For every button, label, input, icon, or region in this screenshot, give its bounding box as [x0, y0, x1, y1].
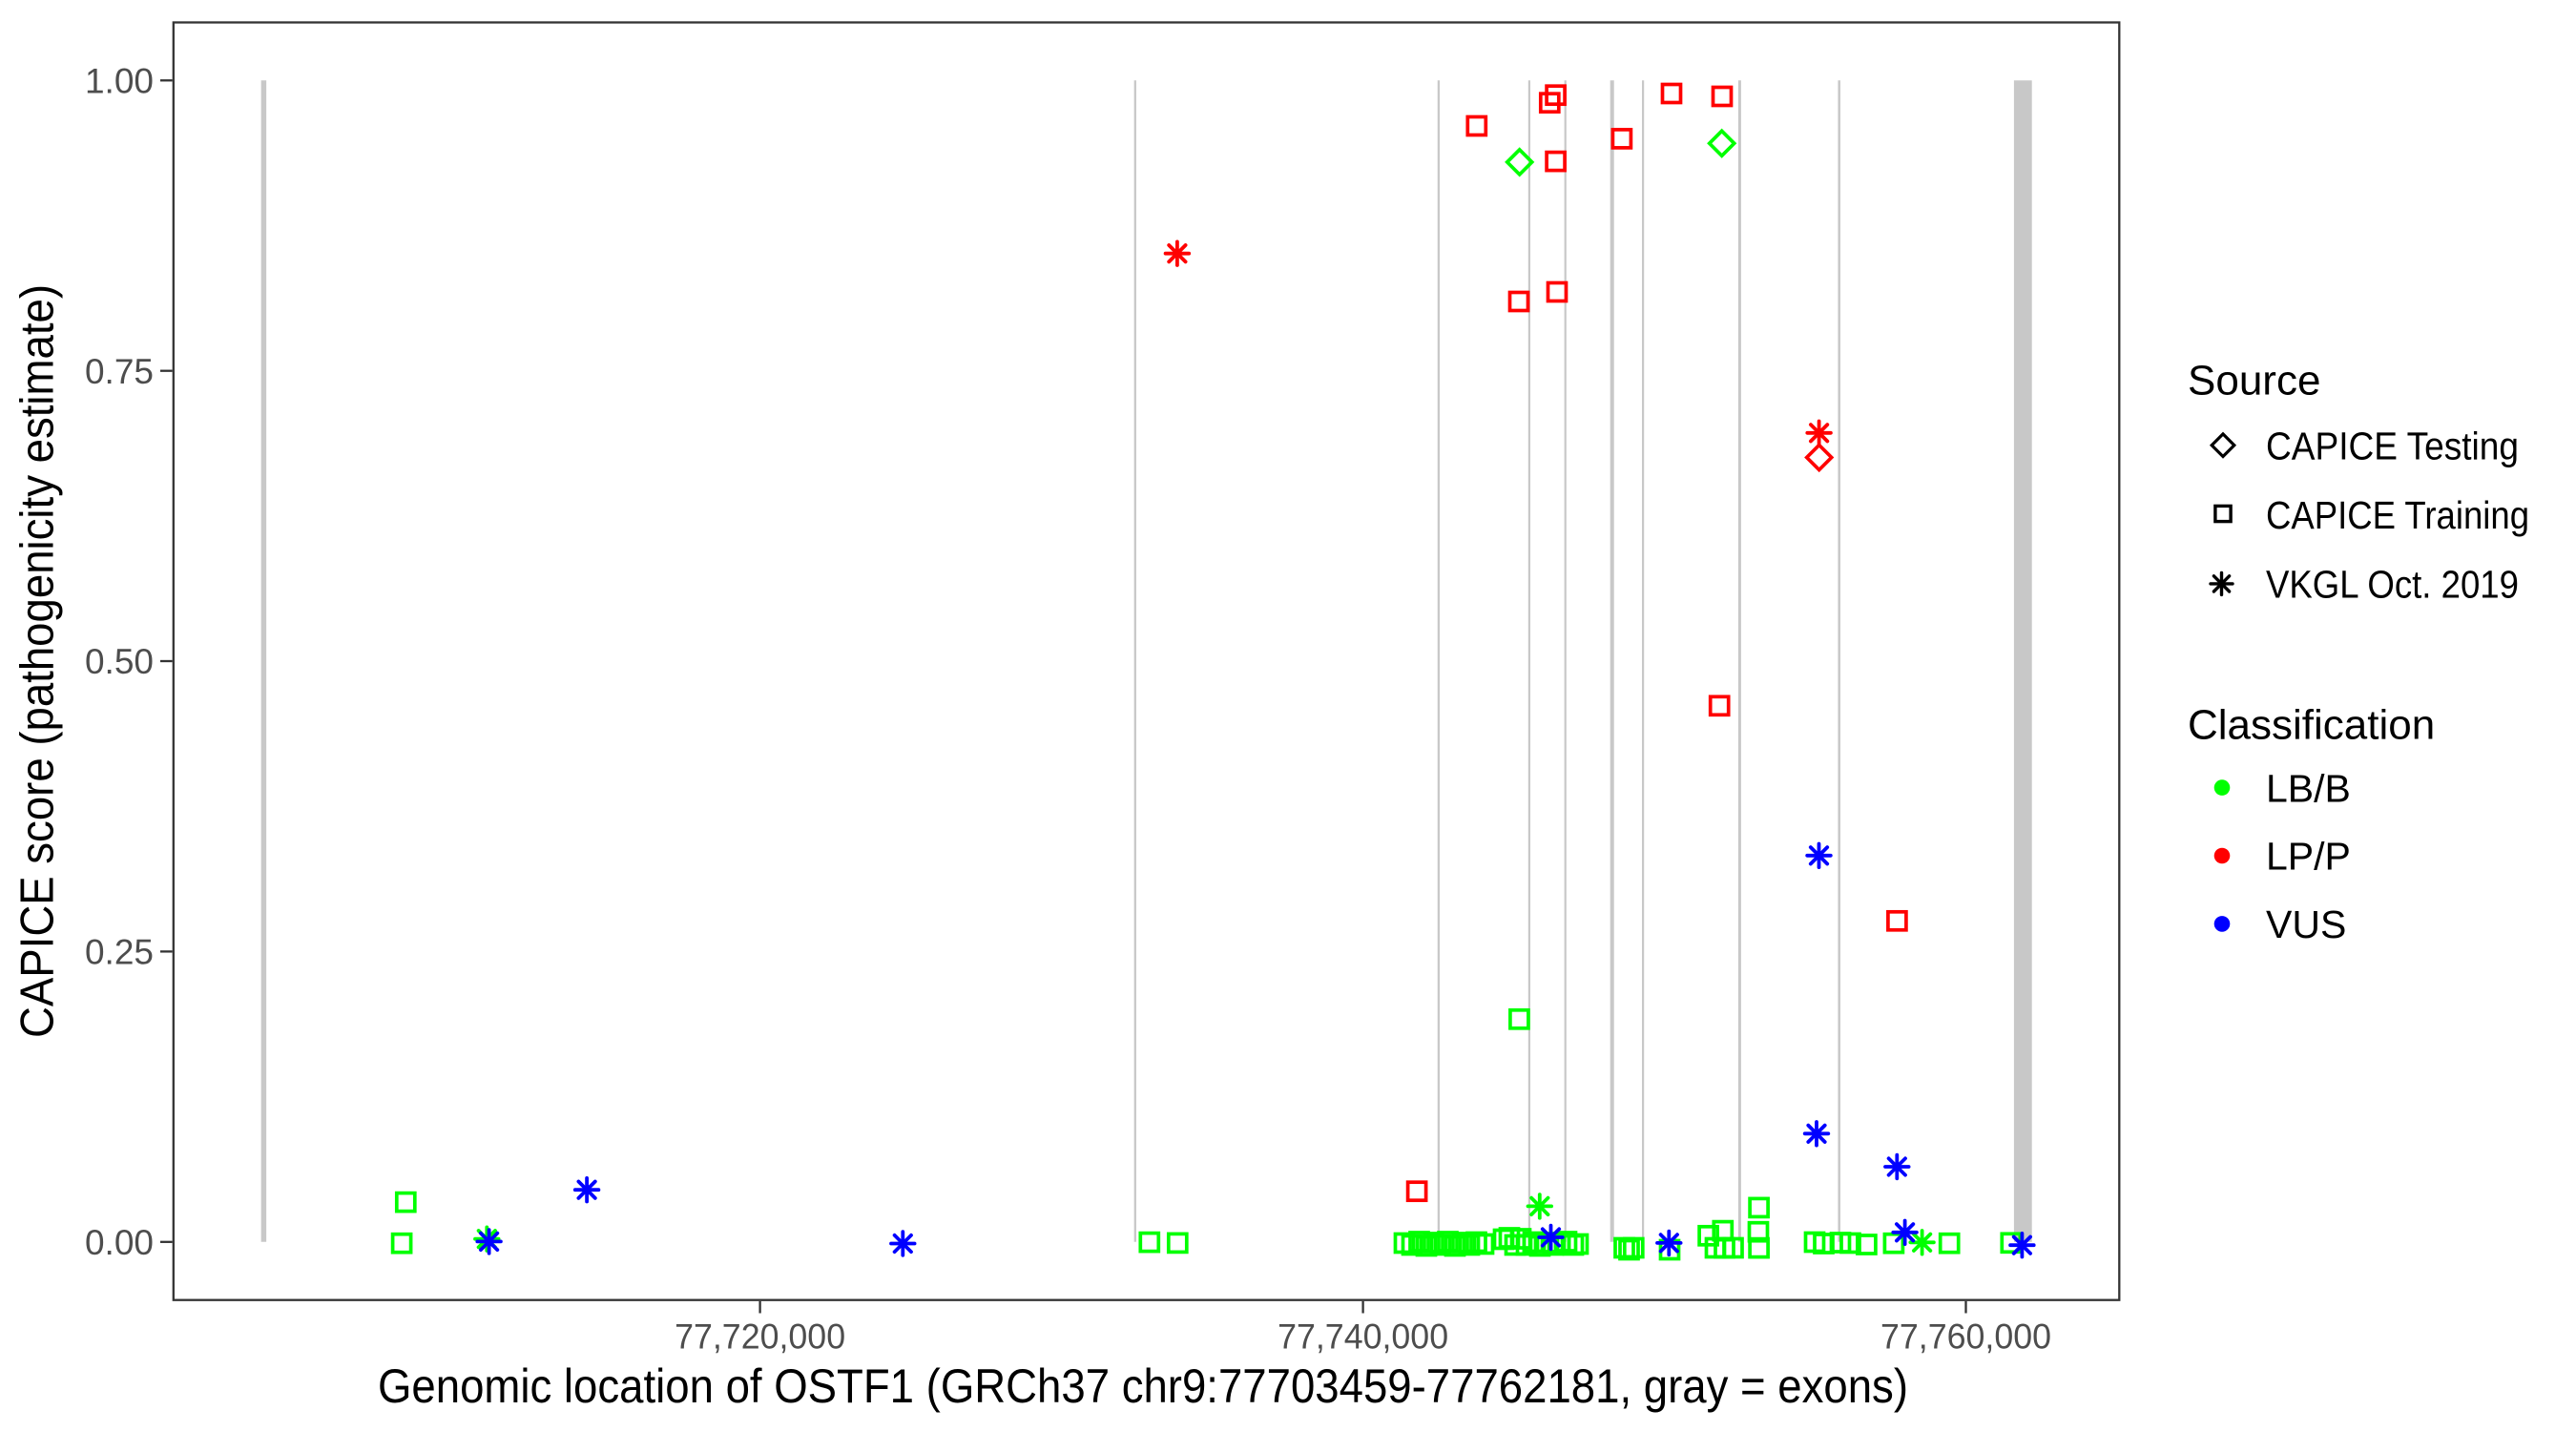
svg-text:1.00: 1.00: [85, 62, 154, 101]
svg-text:CAPICE score (pathogenicity es: CAPICE score (pathogenicity estimate): [12, 284, 64, 1038]
svg-text:Genomic location of OSTF1 (GRC: Genomic location of OSTF1 (GRCh37 chr9:7…: [378, 1359, 1908, 1413]
svg-text:0.75: 0.75: [85, 352, 154, 391]
svg-text:Classification: Classification: [2188, 702, 2435, 749]
svg-text:LB/B: LB/B: [2266, 766, 2351, 810]
svg-text:VUS: VUS: [2266, 902, 2346, 946]
svg-text:Source: Source: [2188, 358, 2320, 404]
svg-text:LP/P: LP/P: [2266, 835, 2351, 879]
svg-text:CAPICE Testing: CAPICE Testing: [2266, 424, 2519, 467]
svg-text:0.25: 0.25: [85, 933, 154, 972]
svg-text:VKGL Oct. 2019: VKGL Oct. 2019: [2266, 563, 2519, 607]
svg-text:77,720,000: 77,720,000: [675, 1317, 845, 1357]
svg-text:77,740,000: 77,740,000: [1278, 1317, 1448, 1357]
svg-text:77,760,000: 77,760,000: [1880, 1317, 2051, 1357]
svg-text:CAPICE Training: CAPICE Training: [2266, 493, 2529, 537]
svg-text:0.00: 0.00: [85, 1223, 154, 1262]
svg-text:0.50: 0.50: [85, 642, 154, 681]
